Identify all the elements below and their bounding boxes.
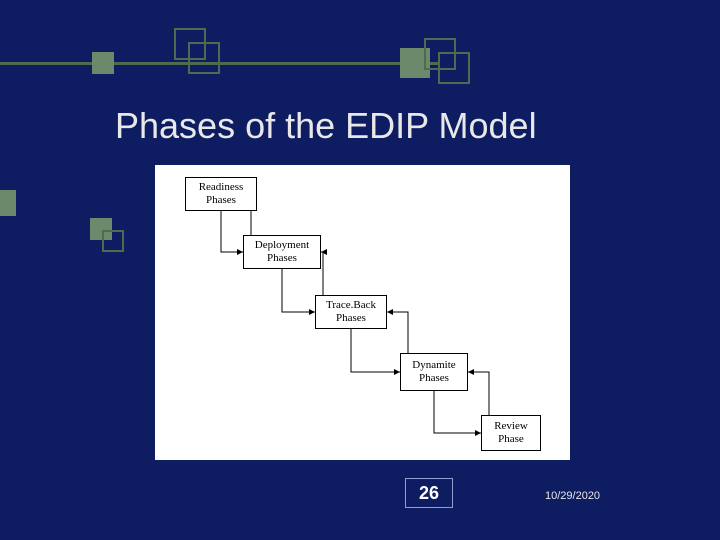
phase-box-line: Readiness <box>199 181 244 194</box>
phase-box-line: Phases <box>267 252 297 265</box>
phase-box-line: Phases <box>336 312 366 325</box>
top-accent-line <box>0 62 440 65</box>
edip-flowchart: ReadinessPhasesDeploymentPhasesTrace.Bac… <box>155 165 570 460</box>
phase-box-line: Phases <box>419 372 449 385</box>
phase-box-line: Dynamite <box>412 359 455 372</box>
phase-box-line: Phase <box>498 433 524 446</box>
phase-box-n3: Trace.BackPhases <box>315 295 387 329</box>
phase-box-n2: DeploymentPhases <box>243 235 321 269</box>
phase-box-line: Review <box>494 420 528 433</box>
phase-box-n5: ReviewPhase <box>481 415 541 451</box>
phase-box-line: Deployment <box>255 239 309 252</box>
phase-box-line: Phases <box>206 194 236 207</box>
slide-date: 10/29/2020 <box>545 490 600 502</box>
phase-box-n4: DynamitePhases <box>400 353 468 391</box>
deco-square <box>92 52 114 74</box>
deco-square <box>0 190 16 216</box>
page-number: 26 <box>419 483 439 504</box>
phase-box-n1: ReadinessPhases <box>185 177 257 211</box>
phase-box-line: Trace.Back <box>326 299 376 312</box>
slide-title: Phases of the EDIP Model <box>115 105 537 147</box>
deco-square <box>188 42 220 74</box>
page-number-badge: 26 <box>405 478 453 508</box>
deco-square <box>438 52 470 84</box>
deco-square <box>102 230 124 252</box>
